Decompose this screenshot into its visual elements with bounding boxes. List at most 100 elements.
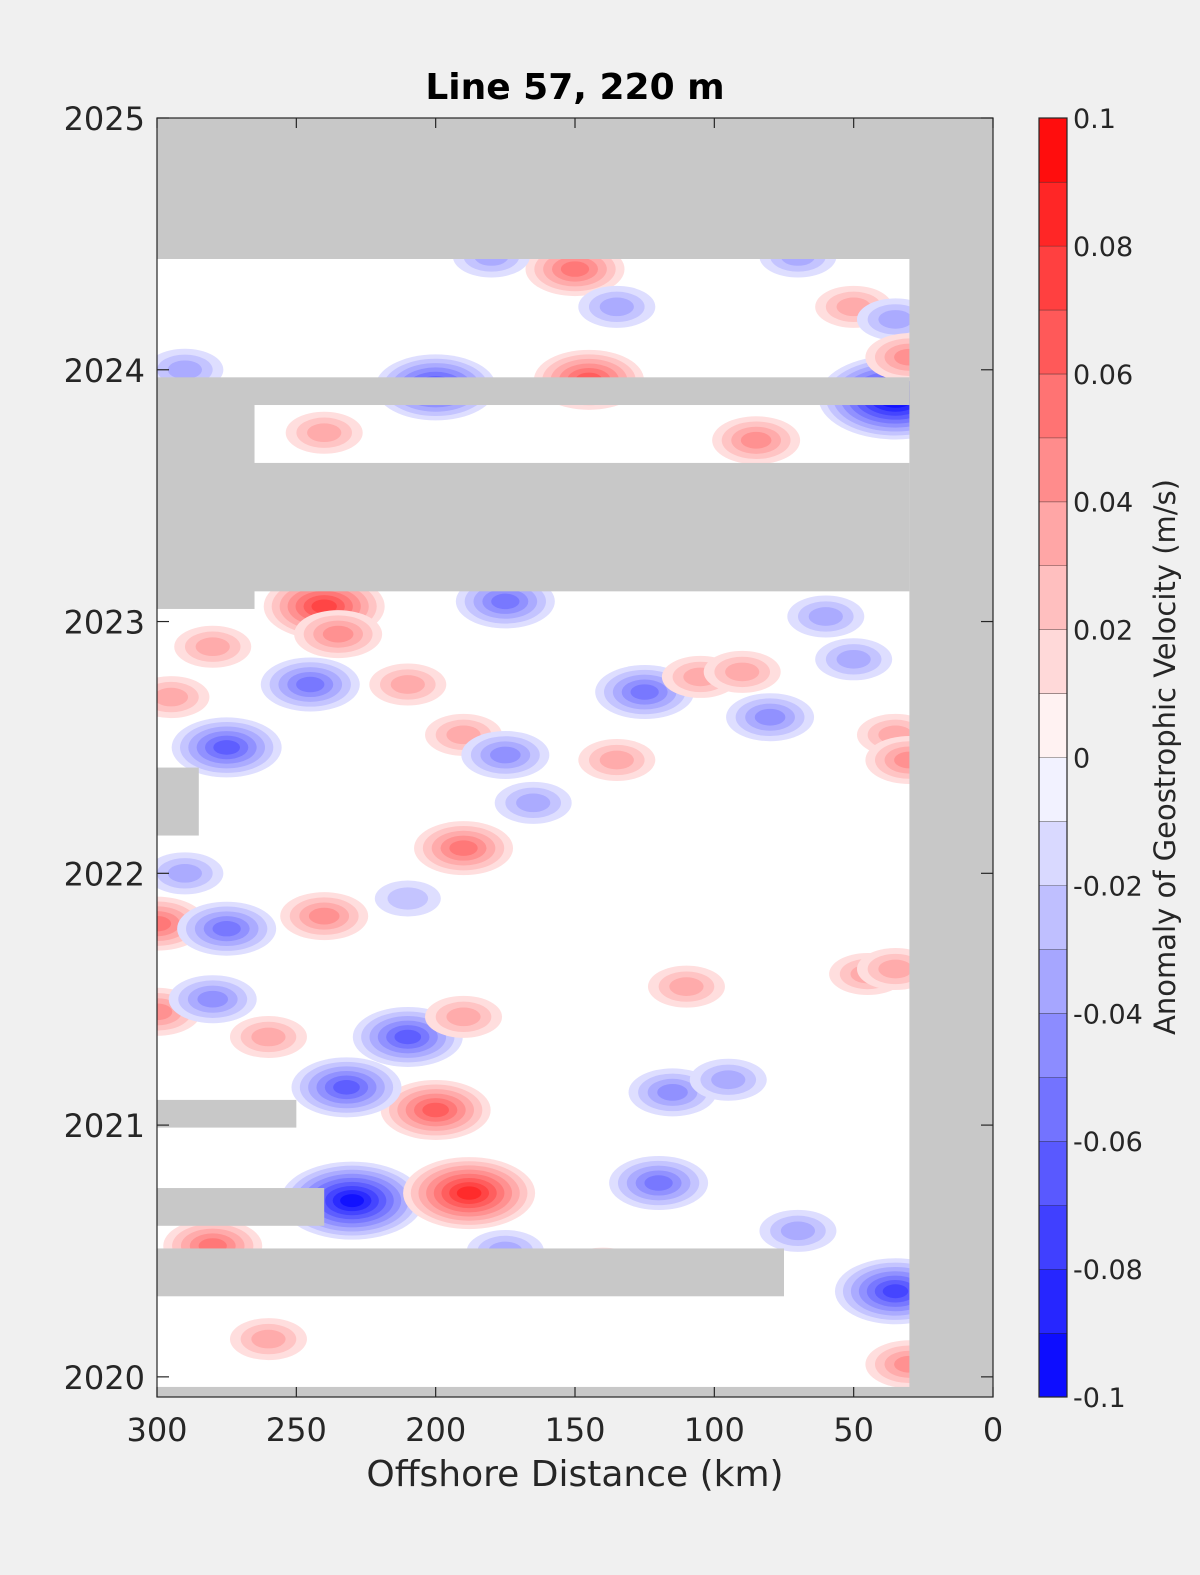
x-tick-label: 0 — [983, 1411, 1003, 1449]
colorbar-frame — [1038, 117, 1068, 1398]
anomaly-feature — [414, 821, 514, 876]
contour-level — [390, 675, 425, 694]
anomaly-feature — [403, 1157, 536, 1230]
contour-level — [167, 863, 202, 883]
anomaly-feature — [726, 693, 815, 742]
colorbar-tick-label: 0 — [1073, 744, 1090, 775]
anomaly-feature — [260, 657, 360, 712]
colorbar-label: Anomaly of Geostrophic Velocity (m/s) — [1148, 479, 1182, 1035]
colorbar-swatch — [1039, 565, 1067, 630]
colorbar-swatch — [1039, 757, 1067, 822]
anomaly-feature — [461, 730, 550, 779]
y-tick-label: 2020 — [64, 1359, 145, 1397]
colorbar-swatch — [1039, 1205, 1067, 1270]
contour-level — [296, 676, 325, 693]
anomaly-feature — [157, 852, 224, 895]
plot-area: 300 250 200 150 100 50 0 202020212022202320242… — [64, 100, 1004, 1449]
no-data-region — [157, 1099, 297, 1128]
contour-level — [754, 708, 786, 726]
contour-level — [449, 840, 478, 856]
contour-level — [882, 1284, 909, 1299]
contour-level — [157, 915, 172, 932]
colorbar-swatch — [1039, 1333, 1067, 1397]
chart-title: Line 57, 220 m — [425, 67, 724, 108]
y-tick-label: 2023 — [64, 604, 145, 642]
anomaly-feature — [425, 995, 503, 1038]
contour-level — [560, 261, 590, 277]
anomaly-feature — [374, 880, 441, 917]
contour-level — [197, 990, 229, 1008]
contour-level — [387, 887, 429, 910]
anomaly-feature — [294, 610, 383, 659]
colorbar-swatch — [1039, 118, 1067, 182]
x-tick-label: 150 — [544, 1411, 605, 1449]
colorbar-swatches — [1039, 117, 1067, 1397]
colorbar-tick-label: -0.04 — [1073, 999, 1143, 1030]
anomaly-feature — [168, 975, 257, 1024]
anomaly-field — [157, 235, 973, 1389]
contour-level — [340, 1194, 364, 1208]
x-tick-label: 50 — [833, 1411, 874, 1449]
contour-level — [599, 750, 634, 770]
contour-level — [836, 649, 871, 669]
contour-level — [157, 687, 189, 707]
colorbar-tick-label: -0.08 — [1073, 1255, 1143, 1286]
contour-level — [311, 599, 337, 614]
anomaly-feature — [157, 676, 210, 719]
colorbar-swatch — [1039, 1269, 1067, 1334]
colorbar-tick-label: 0.08 — [1073, 232, 1133, 263]
contour-level — [446, 1007, 481, 1027]
anomaly-feature — [280, 892, 369, 941]
colorbar-tick-label: -0.02 — [1073, 871, 1143, 902]
contour-level — [422, 1102, 449, 1118]
contour-level — [669, 977, 704, 996]
contour-level — [308, 907, 340, 925]
contour-level — [157, 1003, 173, 1021]
colorbar-swatch — [1039, 245, 1067, 310]
anomaly-feature — [229, 1015, 307, 1058]
colorbar-swatch — [1039, 1013, 1067, 1078]
colorbar-swatch — [1039, 821, 1067, 886]
x-tick-label: 300 — [126, 1411, 187, 1449]
anomaly-feature — [647, 965, 725, 1008]
contour-level — [516, 793, 551, 813]
anomaly-feature — [609, 1155, 709, 1210]
anomaly-feature — [369, 663, 447, 706]
contour-level — [251, 1329, 286, 1349]
anomaly-feature — [703, 650, 781, 693]
colorbar-swatch — [1039, 629, 1067, 694]
colorbar-tick-label: 0.02 — [1073, 616, 1133, 647]
colorbar-tick-label: 0.1 — [1073, 104, 1116, 135]
anomaly-feature — [380, 1079, 491, 1140]
contour-level — [307, 423, 342, 443]
anomaly-feature — [689, 1058, 767, 1101]
no-data-region — [157, 462, 910, 592]
anomaly-feature — [280, 1161, 424, 1240]
no-data-region — [157, 405, 255, 609]
contour-level — [808, 607, 843, 626]
x-tick-label: 250 — [266, 1411, 327, 1449]
no-data-region — [157, 1248, 784, 1297]
y-tick-label: 2024 — [64, 352, 145, 390]
contour-level — [322, 625, 354, 643]
contour-level — [630, 684, 659, 700]
anomaly-feature — [759, 1209, 837, 1252]
contour-level — [599, 297, 634, 317]
colorbar: 0.1 0.08 0.06 0.04 0.02 0 -0.02 -0.04 -0.06 -0.08… — [1038, 104, 1182, 1414]
colorbar-ticks: 0.1 0.08 0.06 0.04 0.02 0 -0.02 -0.04 -0.06 -0.08… — [1073, 104, 1143, 1414]
no-data-region — [157, 377, 910, 406]
colorbar-swatch — [1039, 1141, 1067, 1206]
y-axis: 2020 2021 2022 2023 2024 2025 — [64, 100, 993, 1397]
contour-level — [725, 662, 760, 682]
x-tick-label: 200 — [405, 1411, 466, 1449]
colorbar-swatch — [1039, 693, 1067, 758]
y-tick-label: 2025 — [64, 100, 145, 138]
anomaly-feature — [494, 781, 572, 824]
contour-level — [490, 746, 521, 764]
no-data-region — [157, 1188, 325, 1226]
anomaly-feature — [787, 595, 865, 638]
anomaly-feature — [291, 1057, 402, 1118]
contour-level — [251, 1027, 286, 1047]
anomaly-feature — [177, 901, 277, 956]
